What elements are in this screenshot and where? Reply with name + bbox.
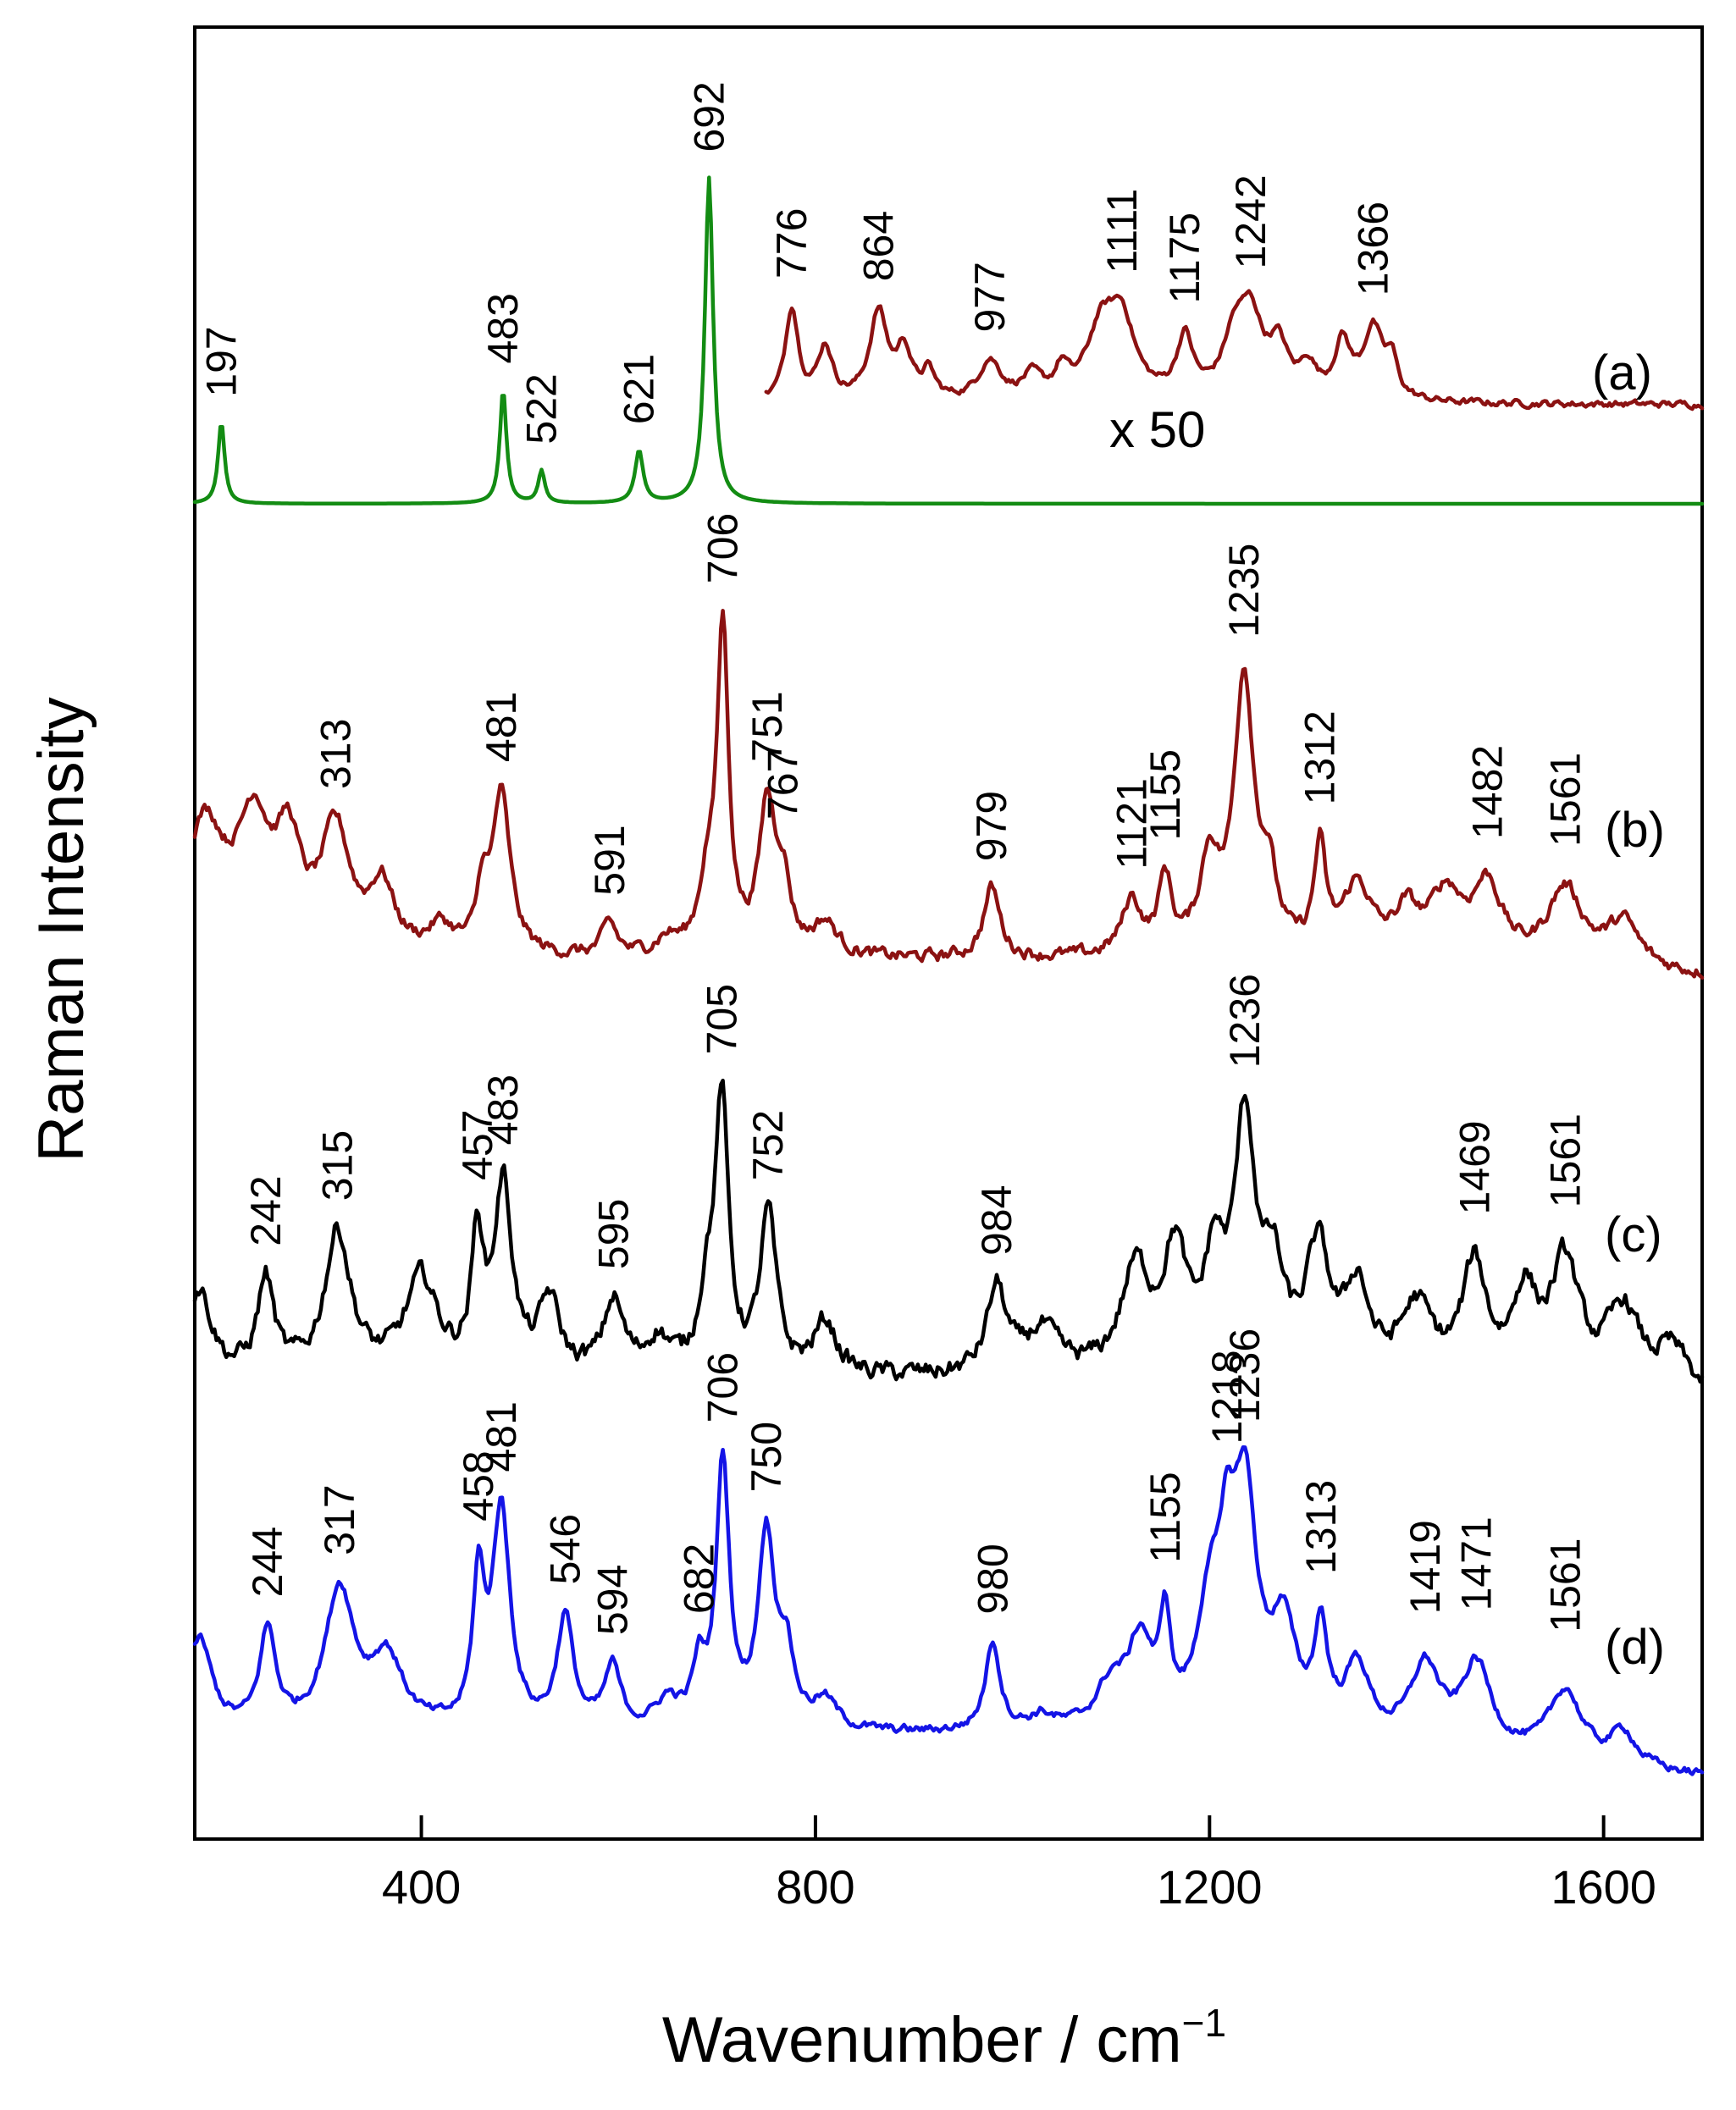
peak-label-315: 315 xyxy=(314,1130,362,1201)
peak-label-546: 546 xyxy=(541,1514,589,1584)
peak-label-1121: 1121 xyxy=(1108,778,1155,870)
peak-label-980: 980 xyxy=(969,1544,1016,1614)
series-layer xyxy=(192,175,1705,1776)
peak-label-1419: 1419 xyxy=(1402,1520,1449,1614)
peak-label-1111: 1111 xyxy=(1098,189,1146,273)
peak-label-979: 979 xyxy=(968,791,1015,861)
peak-label-977: 977 xyxy=(966,262,1014,332)
peak-label-1471: 1471 xyxy=(1453,1516,1501,1610)
peak-label-1561: 1561 xyxy=(1541,753,1589,847)
peak-label-1218: 1218 xyxy=(1203,1350,1251,1444)
x-tick-label-1600: 1600 xyxy=(1551,1860,1656,1914)
peak-label-457: 457 xyxy=(454,1109,501,1179)
scale-annotation: x 50 xyxy=(1109,401,1205,458)
peak-label-776: 776 xyxy=(768,208,815,279)
peak-label-1313: 1313 xyxy=(1297,1480,1345,1574)
peak-label-864: 864 xyxy=(854,211,902,281)
peak-label-706: 706 xyxy=(699,513,747,583)
peak-label-481: 481 xyxy=(478,1401,525,1472)
peak-label-1175: 1175 xyxy=(1161,213,1208,304)
peak-label-767: 767 xyxy=(760,749,807,820)
plot-frame xyxy=(193,25,1704,1841)
x-axis-title: Wavenumber / cm−1 xyxy=(662,2001,1226,2076)
series-line-3 xyxy=(192,609,1705,980)
peak-label-751: 751 xyxy=(744,691,791,761)
peak-label-1561: 1561 xyxy=(1541,1113,1589,1207)
peak-label-984: 984 xyxy=(973,1185,1020,1256)
peak-label-layer: 197 483 522 621 692 776 864 977 1111 1175 1242 1366… xyxy=(197,81,1589,1635)
peak-label-706: 706 xyxy=(699,1352,747,1422)
peak-label-682: 682 xyxy=(676,1544,723,1614)
peak-label-1469: 1469 xyxy=(1451,1120,1498,1214)
peak-label-752: 752 xyxy=(744,1110,792,1180)
series-line-1 xyxy=(192,175,1705,506)
peak-label-1366: 1366 xyxy=(1349,202,1396,296)
peak-label-244: 244 xyxy=(244,1527,291,1597)
peak-label-317: 317 xyxy=(316,1484,363,1555)
peak-label-1155: 1155 xyxy=(1142,1472,1189,1563)
peak-label-1236: 1236 xyxy=(1221,974,1269,1068)
peak-label-594: 594 xyxy=(589,1565,636,1635)
peak-label-242: 242 xyxy=(242,1175,290,1246)
peak-label-595: 595 xyxy=(589,1199,637,1269)
x-axis-title-text: Wavenumber / cm xyxy=(662,2004,1182,2076)
peak-label-458: 458 xyxy=(455,1450,502,1521)
y-axis-title: Raman Intensity xyxy=(25,697,97,1162)
peak-label-705: 705 xyxy=(698,984,745,1054)
peak-label-1312: 1312 xyxy=(1296,710,1344,804)
peak-label-483: 483 xyxy=(479,293,527,363)
series-line-4 xyxy=(192,1078,1705,1384)
peak-label-483: 483 xyxy=(479,1074,527,1145)
peak-label-1482: 1482 xyxy=(1463,745,1511,839)
peak-label-692: 692 xyxy=(685,81,733,152)
trace-label-d: (d) xyxy=(1605,1620,1665,1675)
peak-label-591: 591 xyxy=(586,825,633,895)
x-axis-title-superscript: −1 xyxy=(1182,2001,1226,2045)
peak-label-1155: 1155 xyxy=(1142,749,1189,841)
peak-label-1242: 1242 xyxy=(1227,174,1274,268)
peak-label-522: 522 xyxy=(518,373,566,444)
peak-label-197: 197 xyxy=(197,326,245,396)
peak-label-481: 481 xyxy=(478,692,525,762)
peak-label-1561: 1561 xyxy=(1541,1538,1589,1632)
trace-label-a: (a) xyxy=(1592,345,1652,400)
peak-label-1236: 1236 xyxy=(1221,1328,1269,1422)
peak-label-1235: 1235 xyxy=(1220,544,1268,638)
peak-label-621: 621 xyxy=(616,354,663,424)
peak-label-313: 313 xyxy=(312,719,359,789)
peak-label-750: 750 xyxy=(743,1422,790,1492)
x-axis-ticks: 400 800 1200 1600 xyxy=(382,1815,1656,1914)
series-line-2 xyxy=(764,289,1705,412)
trace-label-b: (b) xyxy=(1605,803,1665,858)
x-tick-label-1200: 1200 xyxy=(1157,1860,1263,1914)
x-tick-label-800: 800 xyxy=(776,1860,854,1914)
series-line-5 xyxy=(192,1445,1705,1776)
trace-label-c: (c) xyxy=(1605,1207,1662,1262)
x-tick-label-400: 400 xyxy=(382,1860,461,1914)
